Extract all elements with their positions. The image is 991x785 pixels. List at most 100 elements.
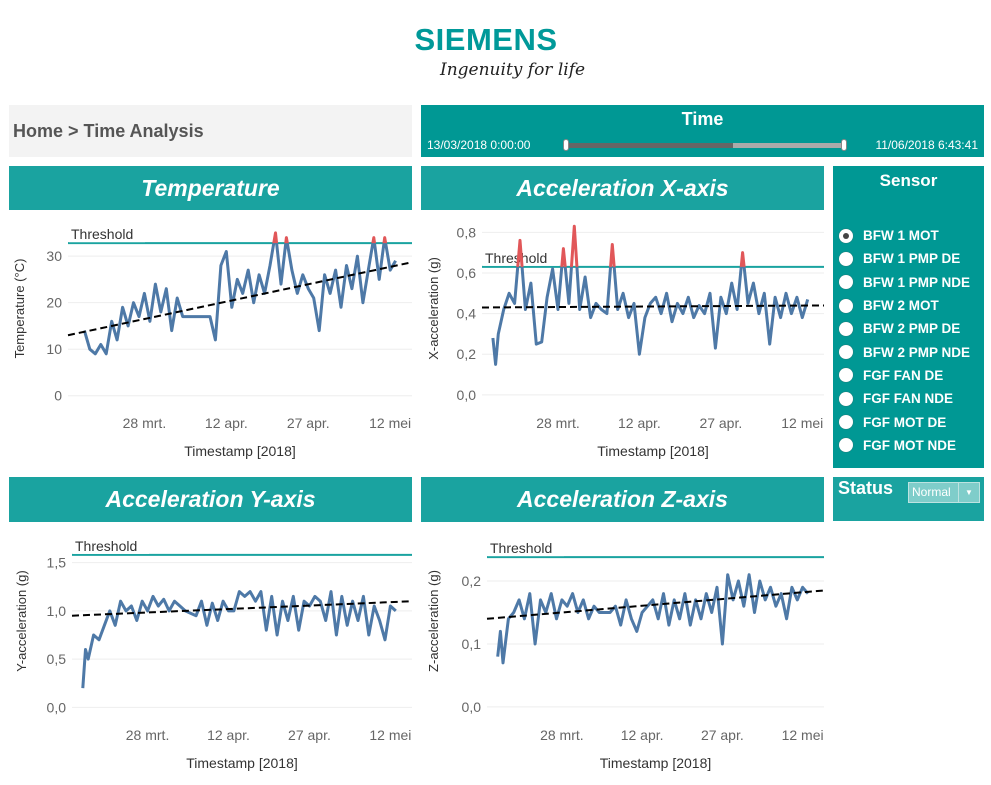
sensor-option-label: BFW 1 PMP DE [863, 251, 961, 267]
sensor-option[interactable]: FGF FAN NDE [839, 387, 970, 410]
threshold-label-bg [69, 225, 145, 243]
time-end-value: 11/06/2018 6:43:41 [875, 138, 978, 152]
threshold-label-bg [488, 539, 564, 557]
x-tick-label: 12 mei [369, 727, 411, 743]
sensor-option[interactable]: BFW 2 PMP NDE [839, 340, 970, 363]
sensor-option-label: BFW 2 PMP DE [863, 321, 961, 337]
radio-button[interactable] [839, 251, 853, 266]
slider-end-handle[interactable] [841, 139, 847, 151]
x-tick-label: 27 apr. [699, 415, 742, 431]
sensor-option-label: FGF MOT NDE [863, 437, 956, 453]
status-dropdown[interactable]: Normal ▼ [908, 482, 980, 503]
time-range-slider[interactable] [563, 139, 847, 151]
sensor-option-label: FGF FAN DE [863, 367, 944, 383]
sensor-option-label: BFW 2 MOT [863, 298, 939, 314]
sensor-radio-list: BFW 1 MOT BFW 1 PMP DE BFW 1 PMP NDE BFW 2 … [839, 224, 970, 457]
y-tick-label: 1,5 [47, 555, 67, 571]
sensor-option-label: BFW 2 PMP NDE [863, 344, 971, 360]
status-selected-value: Normal [912, 485, 951, 499]
y-axis-title: Y-acceleration (g) [14, 570, 29, 671]
breadcrumb[interactable]: Home > Time Analysis [9, 105, 412, 157]
y-tick-label: 20 [46, 295, 62, 311]
time-filter: Time 13/03/2018 0:00:00 11/06/2018 6:43:… [421, 105, 984, 157]
slider-selected-range [566, 143, 733, 148]
radio-button[interactable] [839, 438, 853, 453]
sensor-option[interactable]: FGF FAN DE [839, 364, 970, 387]
acceleration-z-header: Acceleration Z-axis [421, 477, 824, 522]
trend-line [486, 589, 824, 620]
threshold-label: Threshold [75, 538, 137, 554]
y-tick-label: 1,0 [47, 603, 67, 619]
y-tick-label: 0,8 [457, 224, 477, 240]
x-tick-label: 27 apr. [287, 415, 330, 431]
threshold-label: Threshold [490, 540, 552, 556]
trend-line [481, 304, 824, 309]
y-tick-label: 0 [54, 388, 62, 404]
y-tick-label: 0,0 [462, 699, 482, 715]
x-axis-title: Timestamp [2018] [186, 755, 298, 771]
temperature-header: Temperature [9, 166, 412, 210]
x-tick-label: 28 mrt. [536, 415, 580, 431]
data-series-line [81, 590, 397, 689]
radio-button[interactable] [839, 298, 853, 313]
threshold-label: Threshold [485, 250, 547, 266]
temperature-chart: 0 10 20 30 28 mrt. 12 apr. 27 apr. 12 mei Timest… [12, 225, 412, 459]
x-tick-label: 12 apr. [205, 415, 248, 431]
x-tick-label: 12 apr. [207, 727, 250, 743]
data-series-line [491, 266, 810, 366]
status-filter: Status Normal ▼ [833, 477, 984, 521]
x-axis-title: Timestamp [2018] [597, 443, 709, 459]
x-tick-label: 27 apr. [288, 727, 331, 743]
x-tick-label: 12 apr. [621, 727, 664, 743]
y-tick-label: 0,5 [47, 651, 67, 667]
sensor-option[interactable]: FGF MOT NDE [839, 434, 970, 457]
data-series-line [496, 573, 810, 665]
acceleration-x-chart: 0,0 0,2 0,4 0,6 0,8 28 mrt. 12 apr. 27 apr. 12 m… [426, 224, 824, 459]
x-tick-label: 12 mei [782, 727, 824, 743]
trend-line [71, 600, 412, 617]
above-threshold-line [272, 231, 388, 244]
threshold-label-bg [73, 536, 149, 554]
radio-button[interactable] [839, 345, 853, 360]
radio-button[interactable] [839, 321, 853, 336]
x-axis-title: Timestamp [2018] [184, 443, 296, 459]
acceleration-z-chart: 0,0 0,1 0,2 28 mrt. 12 apr. 27 apr. 12 mei Time… [426, 539, 824, 771]
y-axis-title: X-acceleration (g) [426, 257, 441, 360]
y-tick-label: 0,4 [457, 306, 477, 322]
sensor-option[interactable]: BFW 2 MOT [839, 294, 970, 317]
status-label: Status [838, 478, 894, 498]
time-filter-title: Time [681, 109, 724, 129]
x-tick-label: 28 mrt. [123, 415, 167, 431]
data-series-line [82, 243, 397, 356]
y-tick-label: 0,0 [457, 387, 477, 403]
sensor-option[interactable]: BFW 1 PMP NDE [839, 271, 970, 294]
radio-button[interactable] [839, 228, 853, 243]
y-tick-label: 0,1 [462, 636, 482, 652]
radio-button[interactable] [839, 368, 853, 383]
sensor-title: Sensor [879, 171, 938, 190]
chevron-down-icon[interactable]: ▼ [958, 483, 979, 502]
sensor-option[interactable]: FGF MOT DE [839, 410, 970, 433]
acceleration-y-chart: 0,0 0,5 1,0 1,5 28 mrt. 12 apr. 27 apr. 12 mei T… [14, 536, 412, 771]
sensor-option[interactable]: BFW 2 PMP DE [839, 317, 970, 340]
radio-button[interactable] [839, 391, 853, 406]
sensor-option[interactable]: BFW 1 MOT [839, 224, 970, 247]
y-tick-label: 0,0 [47, 699, 67, 715]
x-axis-title: Timestamp [2018] [600, 755, 712, 771]
sensor-option-label: FGF FAN NDE [863, 391, 953, 407]
sensor-filter: Sensor BFW 1 MOT BFW 1 PMP DE BFW 1 PMP ND… [833, 166, 984, 468]
sensor-option[interactable]: BFW 1 PMP DE [839, 247, 970, 270]
threshold-label: Threshold [71, 226, 133, 242]
acceleration-y-header: Acceleration Y-axis [9, 477, 412, 522]
y-tick-label: 0,2 [457, 346, 477, 362]
x-tick-label: 28 mrt. [126, 727, 170, 743]
trend-line [67, 261, 412, 337]
sensor-option-label: BFW 1 PMP NDE [863, 274, 971, 290]
radio-button[interactable] [839, 275, 853, 290]
slider-start-handle[interactable] [563, 139, 569, 151]
x-tick-label: 28 mrt. [540, 727, 584, 743]
radio-button[interactable] [839, 415, 853, 430]
y-axis-title: Z-acceleration (g) [426, 570, 441, 672]
y-tick-label: 0,6 [457, 265, 477, 281]
